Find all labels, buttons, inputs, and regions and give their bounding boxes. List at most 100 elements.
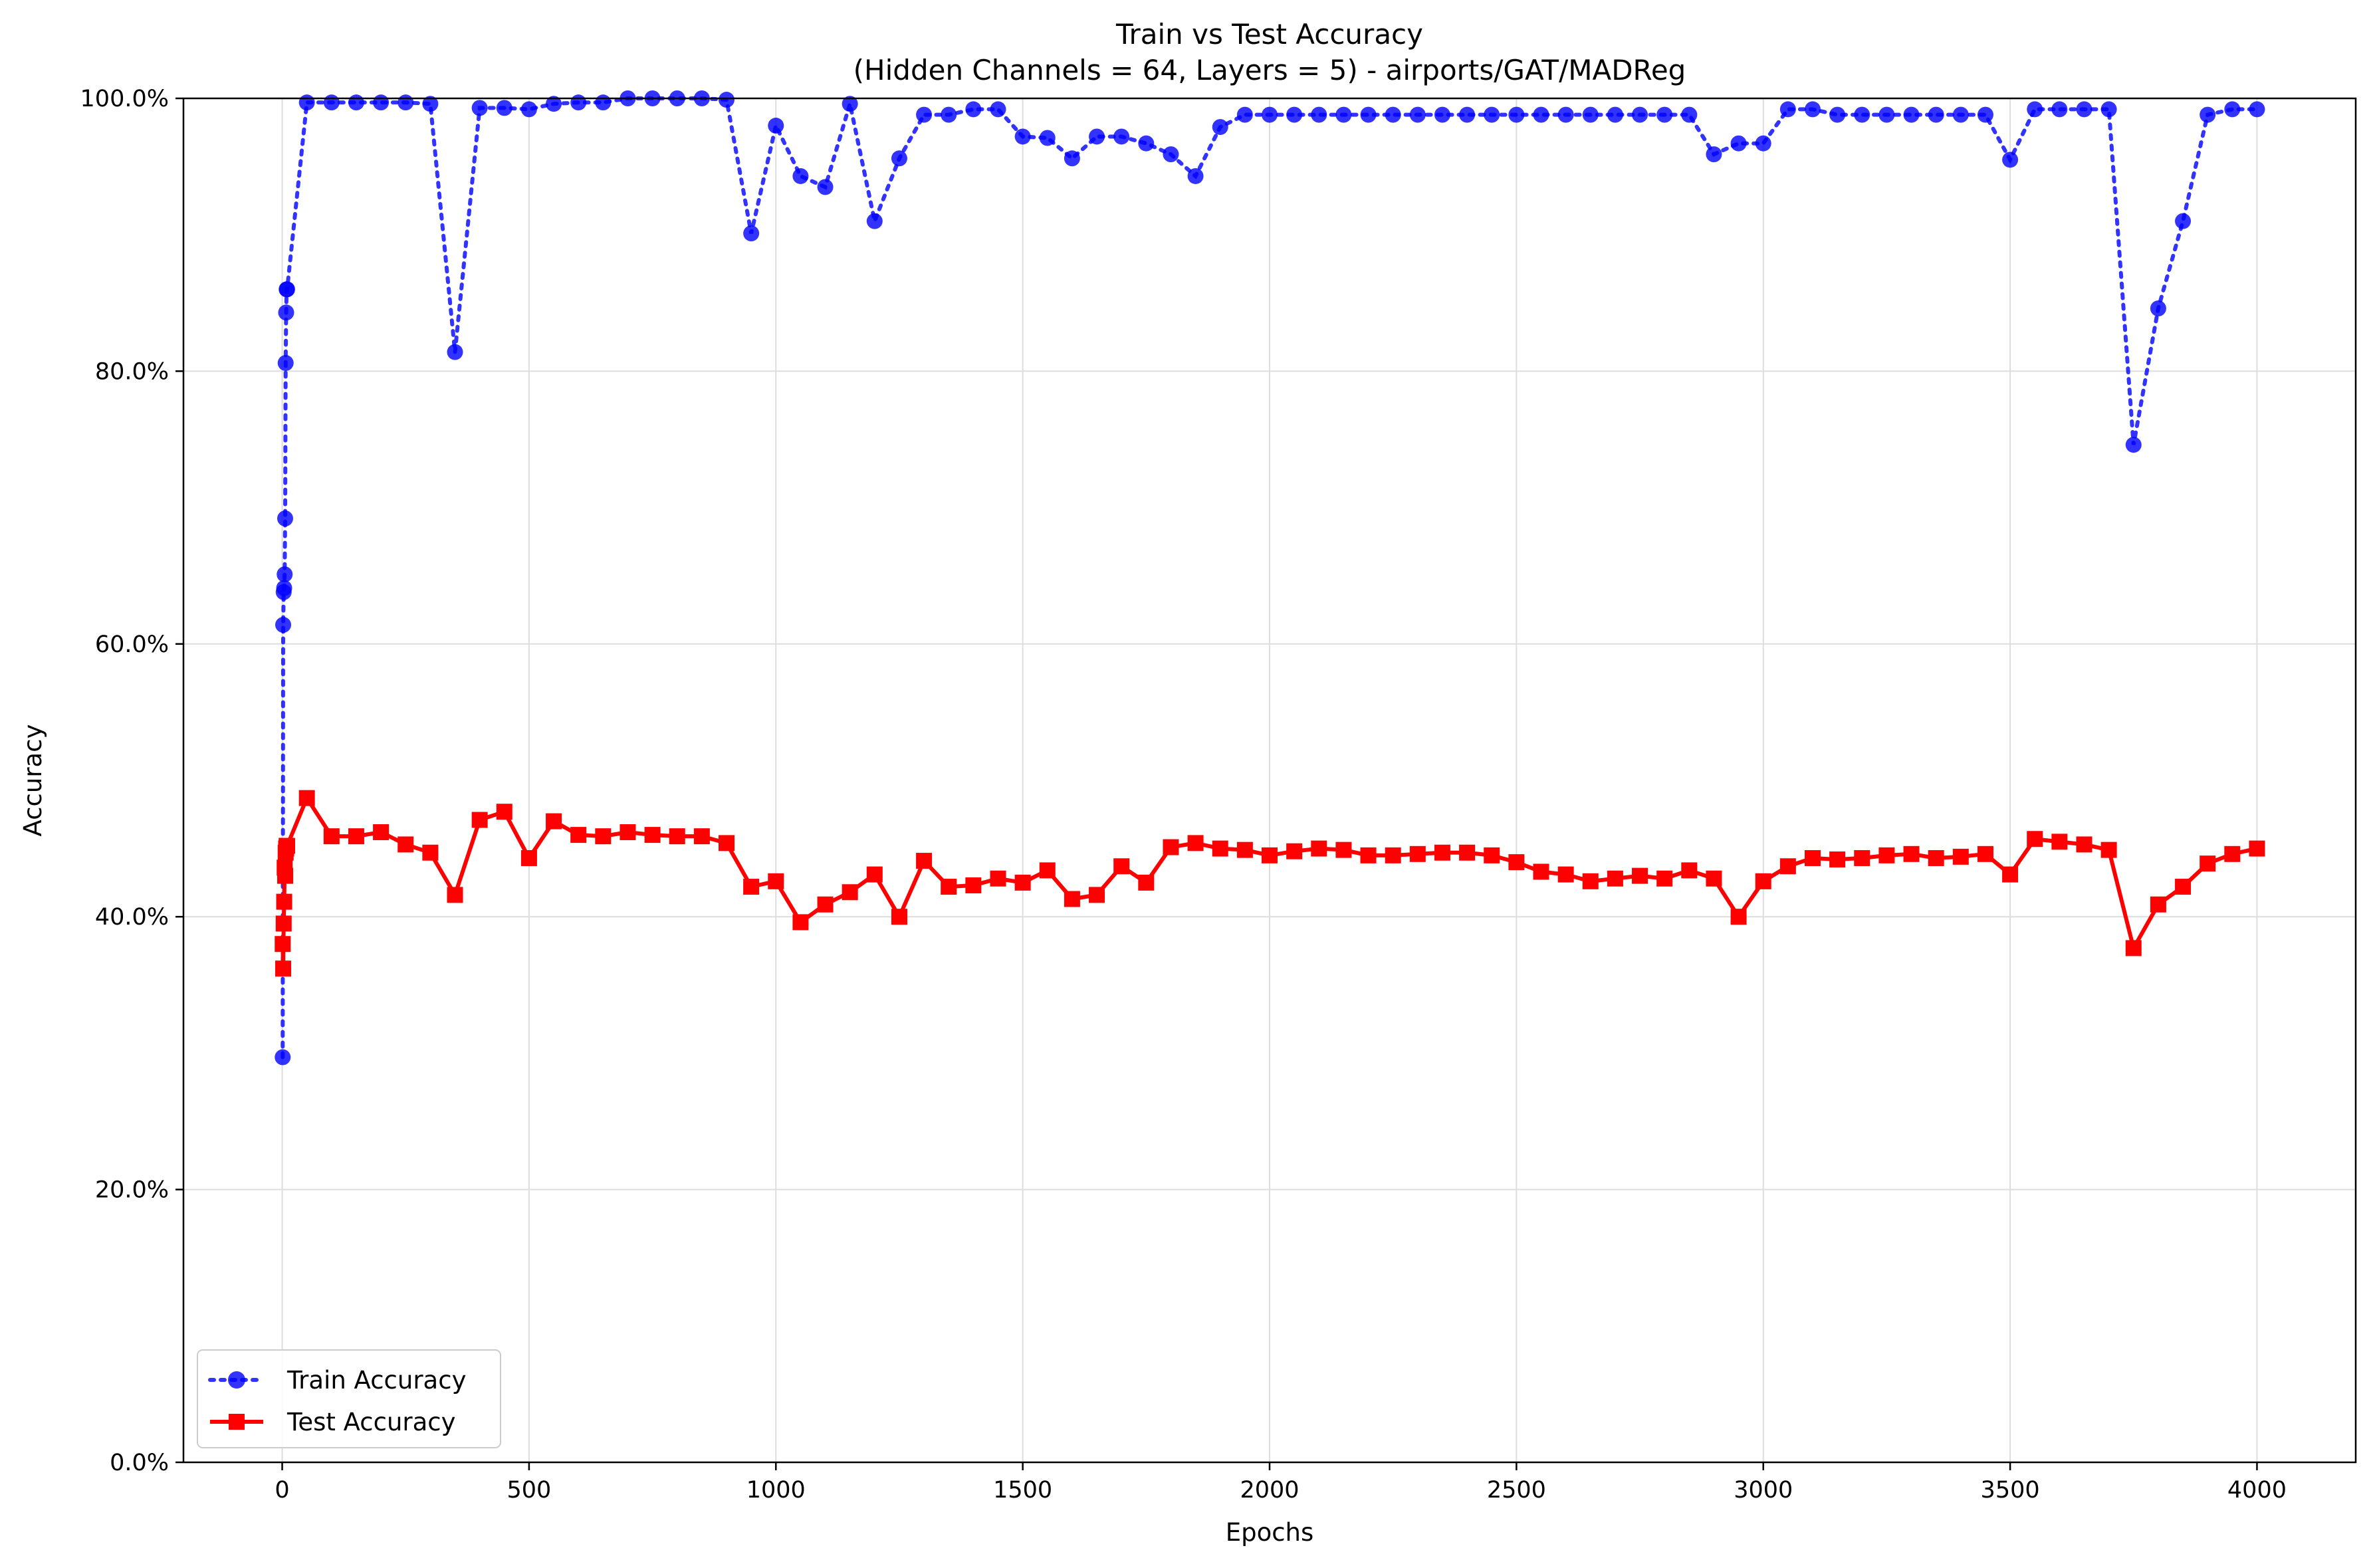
- y-tick-label: 0.0%: [110, 1450, 169, 1476]
- data-point: [866, 866, 883, 883]
- legend-box: [197, 1349, 501, 1448]
- data-point: [1952, 848, 1969, 865]
- data-point: [1163, 146, 1179, 163]
- data-point: [1311, 106, 1327, 123]
- data-point: [471, 100, 488, 116]
- data-point: [2224, 101, 2241, 118]
- axis-ticks: 0 500 1000 1500 2000 2500 3000 3500 4000 0.0% 20.0…: [80, 86, 2287, 1504]
- data-point: [1829, 851, 1846, 868]
- data-point: [277, 510, 294, 527]
- data-point: [277, 867, 294, 884]
- x-tick-label: 2500: [1487, 1477, 1546, 1504]
- data-point: [1039, 130, 1056, 146]
- data-point: [276, 580, 292, 596]
- data-point: [275, 1049, 291, 1065]
- data-point: [471, 812, 488, 828]
- data-point: [842, 884, 858, 901]
- data-point: [1607, 106, 1623, 123]
- data-point: [595, 828, 612, 845]
- data-point: [298, 790, 315, 806]
- data-point: [373, 94, 390, 111]
- plot-series: [275, 90, 2265, 1065]
- data-point: [275, 936, 291, 952]
- data-point: [1730, 135, 1747, 152]
- data-point: [1928, 106, 1944, 123]
- data-point: [546, 813, 562, 830]
- data-point: [2002, 152, 2019, 168]
- data-point: [1089, 128, 1105, 145]
- x-tick-label: 3500: [1981, 1477, 2040, 1504]
- y-tick-label: 100.0%: [80, 86, 169, 112]
- data-point: [1064, 891, 1080, 907]
- data-point: [1484, 847, 1500, 863]
- data-point: [2051, 101, 2068, 118]
- data-point: [1360, 847, 1377, 863]
- data-point: [1385, 106, 1401, 123]
- data-point: [570, 827, 587, 843]
- data-point: [1829, 106, 1846, 123]
- data-point: [1163, 839, 1179, 855]
- data-point: [1607, 870, 1623, 887]
- data-point: [1854, 106, 1870, 123]
- data-point: [1138, 874, 1155, 891]
- data-point: [792, 168, 809, 184]
- data-point: [1977, 845, 1993, 862]
- x-tick-label: 0: [275, 1477, 289, 1504]
- data-point: [990, 870, 1006, 887]
- data-point: [1113, 858, 1130, 875]
- data-point: [891, 150, 907, 167]
- data-point: [941, 106, 957, 123]
- data-point: [916, 106, 933, 123]
- data-point: [1779, 101, 1796, 118]
- x-tick-label: 1500: [993, 1477, 1052, 1504]
- data-point: [2051, 834, 2068, 850]
- data-point: [1533, 106, 1549, 123]
- data-point: [768, 873, 784, 889]
- data-point: [941, 879, 957, 895]
- x-tick-label: 2000: [1240, 1477, 1299, 1504]
- data-point: [743, 225, 760, 242]
- data-point: [1459, 106, 1476, 123]
- data-point: [2175, 879, 2192, 895]
- data-point: [1632, 867, 1648, 884]
- data-point: [719, 835, 734, 851]
- data-point: [422, 844, 439, 861]
- data-point: [2249, 840, 2265, 857]
- data-point: [2200, 855, 2216, 872]
- data-point: [1409, 106, 1426, 123]
- data-point: [1236, 841, 1253, 858]
- data-point: [1212, 840, 1228, 857]
- x-tick-label: 1000: [746, 1477, 806, 1504]
- data-point: [2249, 101, 2265, 118]
- train-accuracy-series: [275, 90, 2265, 1065]
- data-point: [2150, 300, 2166, 317]
- data-point: [1928, 849, 1944, 866]
- legend-train-marker: [228, 1371, 245, 1389]
- data-point: [1262, 847, 1278, 863]
- data-point: [1952, 106, 1969, 123]
- data-point: [1262, 106, 1278, 123]
- data-point: [1582, 873, 1599, 889]
- data-point: [2100, 841, 2117, 858]
- data-point: [1089, 887, 1105, 903]
- data-point: [1311, 840, 1327, 857]
- data-point: [1706, 146, 1722, 163]
- data-point: [669, 828, 685, 845]
- test-accuracy-series: [275, 790, 2265, 977]
- data-point: [817, 896, 834, 913]
- x-axis-label: Epochs: [1226, 1518, 1314, 1547]
- legend-train-label: Train Accuracy: [286, 1366, 466, 1395]
- data-point: [1286, 106, 1303, 123]
- data-point: [277, 355, 294, 372]
- data-point: [768, 118, 784, 134]
- y-tick-label: 20.0%: [95, 1177, 169, 1204]
- data-point: [1878, 847, 1895, 863]
- data-point: [323, 828, 340, 845]
- data-point: [279, 281, 295, 298]
- data-point: [1484, 106, 1500, 123]
- data-point: [447, 887, 463, 903]
- data-point: [1187, 168, 1204, 184]
- data-point: [1656, 870, 1673, 887]
- data-point: [275, 617, 292, 633]
- chart-title: Train vs Test Accuracy: [1115, 18, 1423, 51]
